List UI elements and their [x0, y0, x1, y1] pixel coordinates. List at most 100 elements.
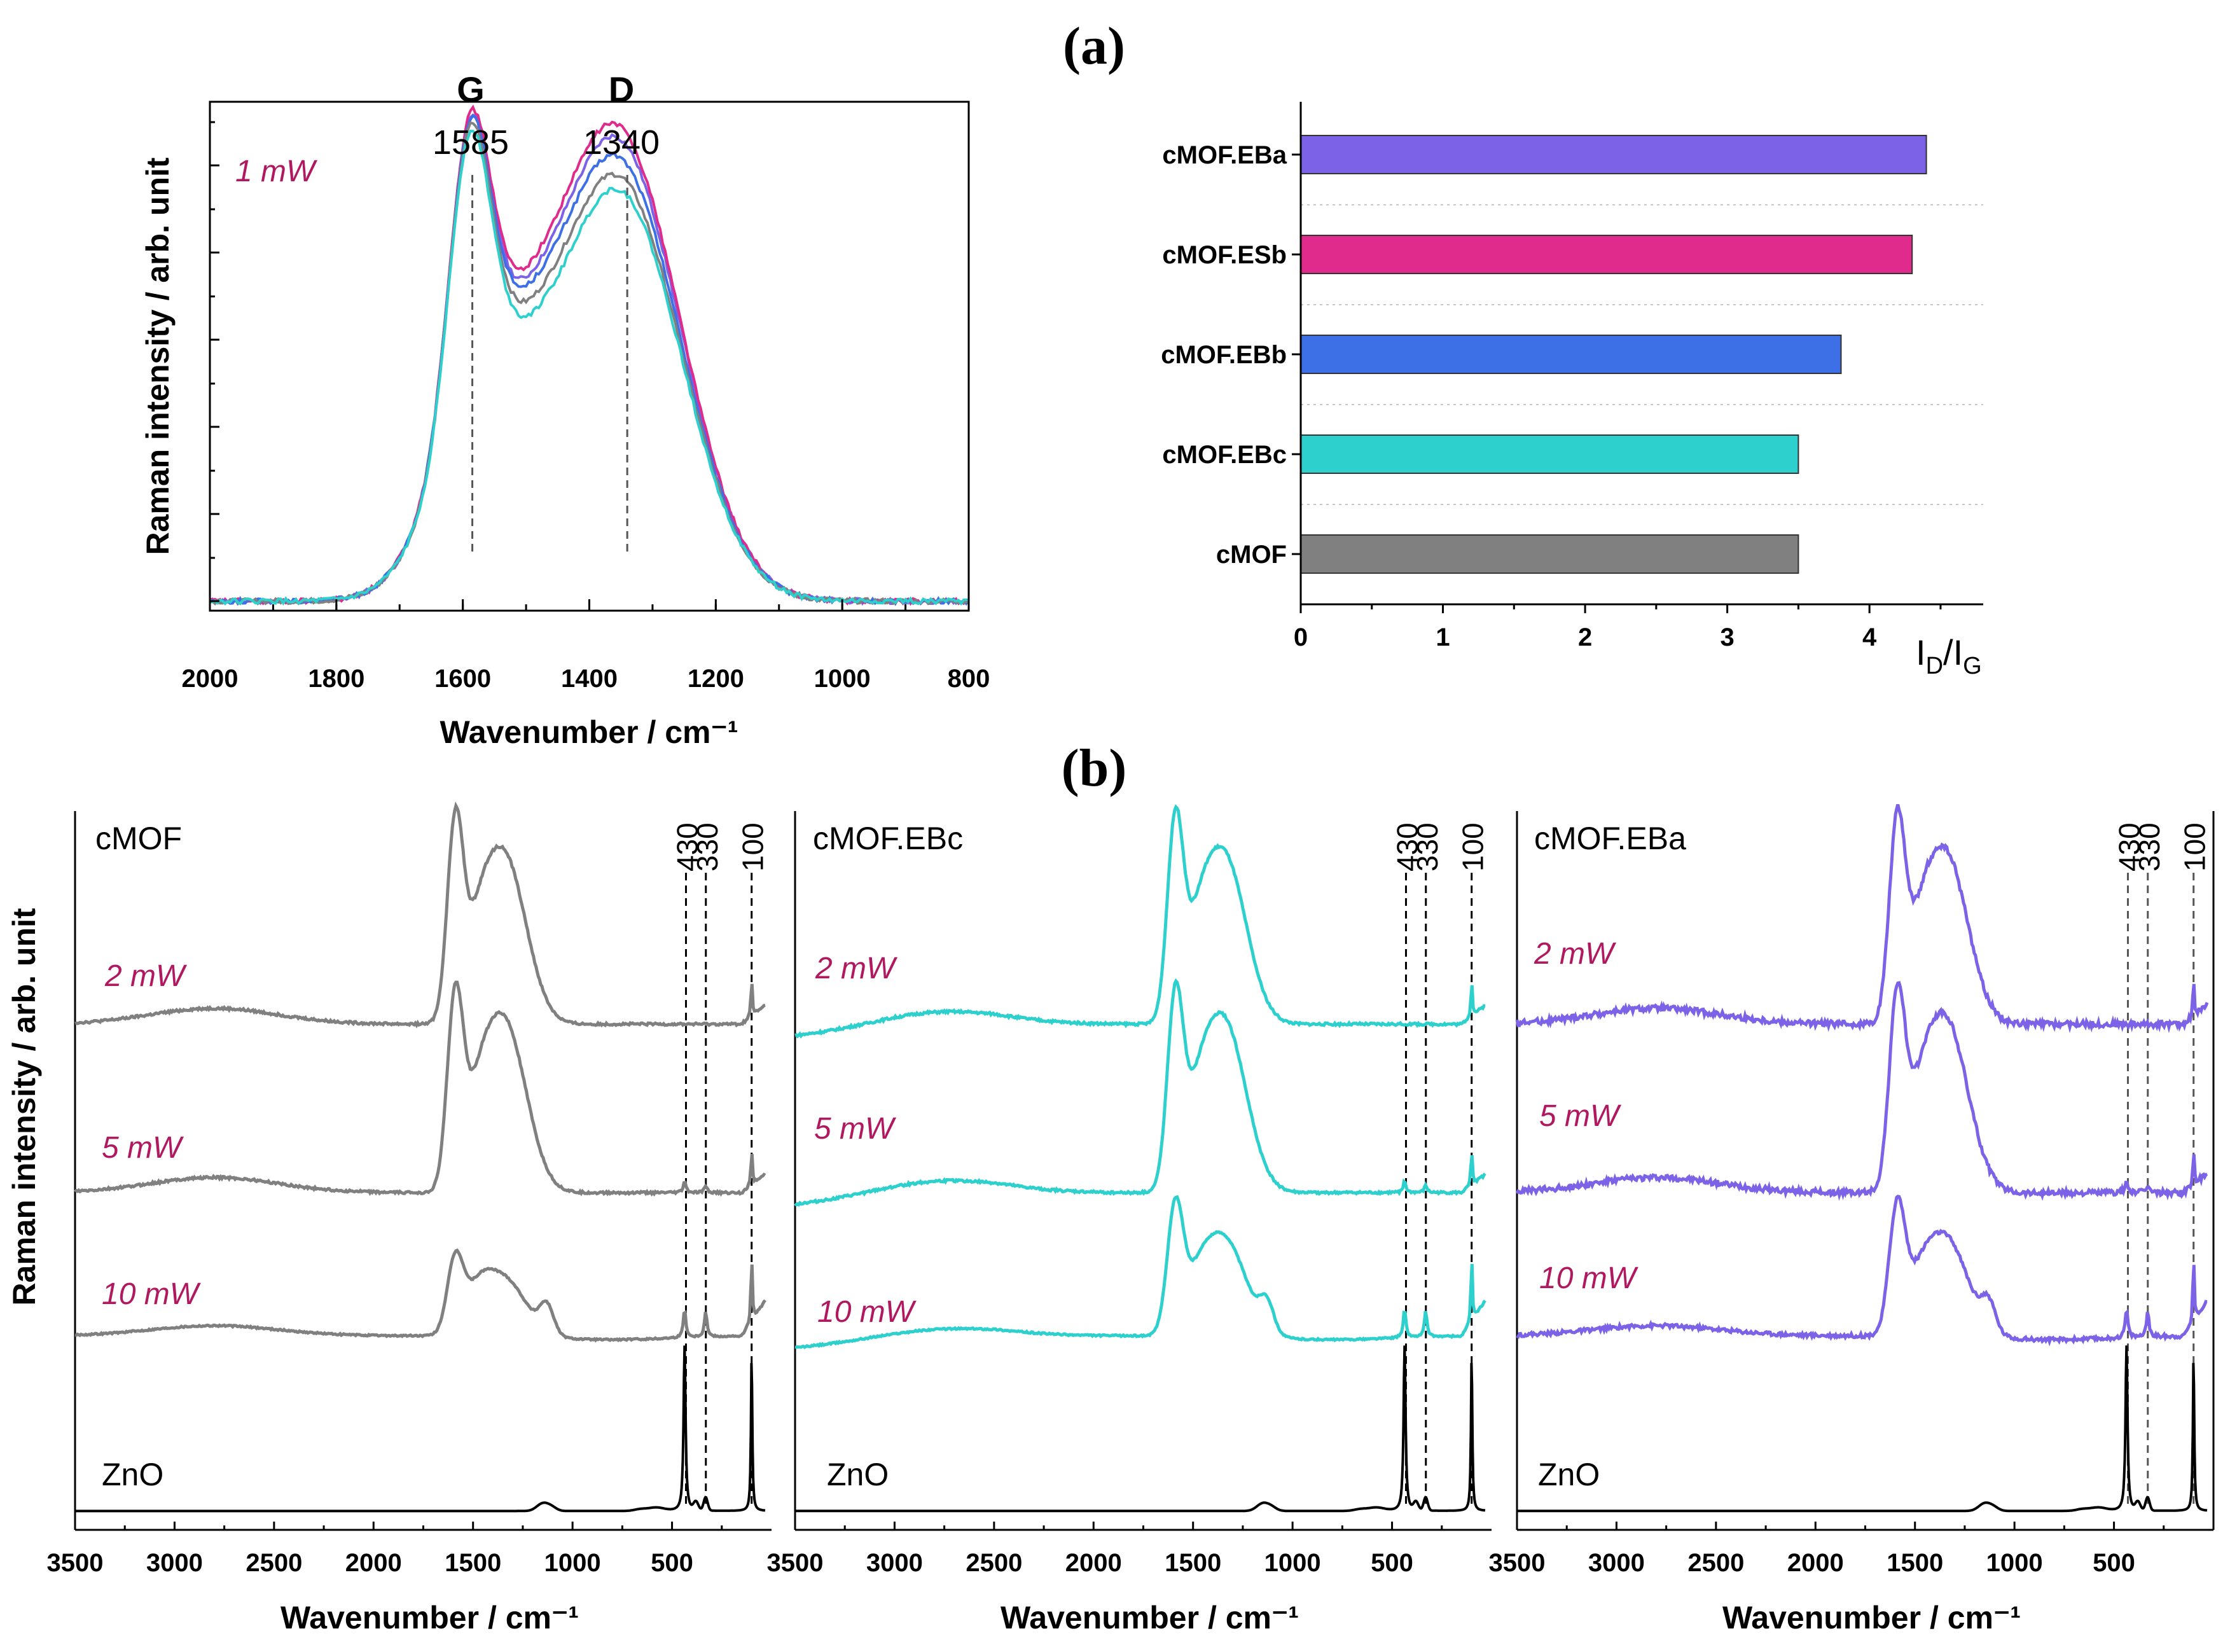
panel-x-tick-label: 1000 [1986, 1549, 2043, 1577]
spectrum-2mw [1515, 804, 2209, 1034]
power-label-10mw: 10 mW [1539, 1261, 1639, 1295]
bar-series [1300, 135, 1927, 574]
raman-1mw-x-tick-label: 800 [948, 665, 990, 693]
zno-label: ZnO [827, 1457, 889, 1492]
panel-x-tick-label: 1500 [1887, 1549, 1943, 1577]
panel-x-tick-label: 2500 [966, 1549, 1022, 1577]
bar-cmof-ebb [1300, 335, 1842, 374]
bar-category-label: cMOF.ESb [1162, 241, 1287, 269]
power-label-5mw: 5 mW [1539, 1099, 1622, 1133]
raman-1mw-x-ticks: 2000 1800 1600 1400 1200 1000 800 [182, 599, 990, 693]
panel-x-tick-label: 3500 [47, 1549, 104, 1577]
panel-x-tick-label: 2000 [1787, 1549, 1844, 1577]
panel-label-b: (b) [1062, 739, 1127, 798]
panel-x-tick-label: 500 [2093, 1549, 2135, 1577]
panel-x-tick-label: 1500 [445, 1549, 501, 1577]
d-band-label: D [609, 69, 634, 109]
raman-1mw-line-cmof [209, 121, 969, 606]
spectrum-5mw [1515, 981, 2208, 1201]
spectrum-zno [75, 1345, 766, 1513]
panel-x-tick-label: 1000 [1264, 1549, 1321, 1577]
bar-cmof-esb [1300, 235, 1913, 274]
bar-x-axis-label-sub-d: D [1926, 653, 1943, 679]
panel-x-tick-label: 2500 [1687, 1549, 1744, 1577]
panel-cmof-eba: 3500 3000 2500 2000 1500 1000 500 Wavenumber / … [1489, 804, 2215, 1635]
power-label-5mw: 5 mW [814, 1112, 897, 1146]
raman-1mw-x-tick-label: 2000 [182, 665, 239, 693]
raman-1mw-line-cmof-ebb [209, 113, 970, 606]
panel-x-axis-label: Wavenumber / cm⁻¹ [1001, 1600, 1299, 1635]
spectrum-10mw [1516, 1195, 2208, 1347]
panel-x-tick-label: 500 [1371, 1549, 1413, 1577]
raman-1mw-line-cmof-eba [209, 113, 969, 606]
bar-x-tick-label: 4 [1862, 623, 1877, 651]
peak-marker-label-430: 430 [1390, 823, 1423, 871]
panel-x-tick-label: 1000 [544, 1549, 601, 1577]
raman-1mw-line-cmof-ebc [209, 129, 969, 606]
panel-x-tick-label: 3000 [866, 1549, 923, 1577]
raman-1mw-x-tick-label: 1200 [688, 665, 744, 693]
panel-label-a: (a) [1063, 17, 1125, 76]
panel-x-tick-label: 3500 [767, 1549, 824, 1577]
raman-1mw-x-tick-label: 1600 [434, 665, 491, 693]
bar-x-axis-label-i: I [1916, 632, 1926, 672]
panel-b-y-axis-label: Raman intensity / arb. unit [6, 908, 42, 1305]
bar-x-tick-label: 2 [1578, 623, 1592, 651]
d-band-position: 1340 [583, 123, 660, 162]
bar-x-tick-label: 3 [1721, 623, 1735, 651]
raman-1mw-x-tick-label: 1000 [814, 665, 871, 693]
bar-x-ticks: 0 1 2 3 4 [1294, 604, 1942, 651]
zno-label: ZnO [1538, 1457, 1600, 1492]
g-band-label: G [457, 69, 485, 109]
bar-x-tick-label: 1 [1436, 623, 1450, 651]
raman-1mw-axes-frame [209, 101, 970, 612]
power-label-2mw: 2 mW [1534, 937, 1617, 971]
peak-marker-label-330: 330 [2133, 823, 2166, 871]
panel-x-tick-label: 2000 [345, 1549, 402, 1577]
raman-1mw-y-axis-label: Raman intensity / arb. unit [140, 157, 176, 555]
zno-label: ZnO [102, 1457, 163, 1492]
panel-sample-label: cMOF.EBa [1534, 821, 1686, 856]
spectrum-2mw [794, 804, 1486, 1039]
panel-x-tick-label: 3500 [1489, 1549, 1546, 1577]
bar-cmof-ebc [1300, 434, 1799, 474]
panel-cmof: 3500 3000 2500 2000 1500 1000 500 Wavenumber / … [47, 801, 772, 1635]
spectrum-10mw [74, 1248, 766, 1343]
raman-1mw-power-label: 1 mW [235, 155, 318, 188]
raman-1mw-line-cmof-esb [209, 104, 969, 606]
spectrum-zno [795, 1345, 1486, 1513]
panel-x-axis-label: Wavenumber / cm⁻¹ [1722, 1600, 2021, 1635]
panel-x-tick-label: 3000 [1588, 1549, 1645, 1577]
power-label-2mw: 2 mW [815, 952, 898, 985]
raman-1mw-y-ticks [210, 121, 219, 602]
spectrum-5mw [794, 978, 1486, 1207]
panel-x-tick-label: 2500 [246, 1549, 302, 1577]
raman-1mw-x-tick-label: 1800 [308, 665, 364, 693]
bar-category-label: cMOF [1216, 541, 1287, 569]
peak-marker-label-100: 100 [737, 823, 770, 871]
panel-sample-label: cMOF [95, 821, 182, 856]
panel-x-axis-label: Wavenumber / cm⁻¹ [280, 1600, 579, 1635]
raman-1mw-x-axis-label: Wavenumber / cm⁻¹ [440, 714, 738, 750]
peak-marker-label-100: 100 [1457, 823, 1490, 871]
raman-1mw-series [209, 104, 970, 606]
bar-x-axis-label-sub-g: G [1963, 653, 1982, 679]
panel-cmof-ebc: 3500 3000 2500 2000 1500 1000 500 Wavenumber / … [767, 804, 1492, 1635]
bar-x-axis-label: ID/IG [1916, 632, 1982, 679]
bar-x-axis-label-slash: /I [1943, 632, 1963, 672]
spectrum-2mw [74, 801, 766, 1029]
panel-x-tick-label: 2000 [1065, 1549, 1122, 1577]
bar-cmof-eba [1300, 135, 1927, 174]
bar-category-label: cMOF.EBb [1161, 341, 1287, 369]
bar-cmof [1300, 534, 1799, 574]
raman-1mw-chart: 2000 1800 1600 1400 1200 1000 800 Wavenumber /… [140, 69, 990, 750]
peak-marker-label-430: 430 [670, 823, 703, 871]
peak-marker-label-330: 330 [1411, 823, 1444, 871]
bar-category-labels: cMOF.EBa cMOF.ESb cMOF.EBb cMOF.EBc cMOF [1161, 141, 1301, 569]
peak-marker-label-100: 100 [2178, 823, 2212, 871]
power-label-10mw: 10 mW [817, 1295, 917, 1329]
spectrum-10mw [794, 1195, 1486, 1349]
bar-x-tick-label: 0 [1294, 623, 1308, 651]
